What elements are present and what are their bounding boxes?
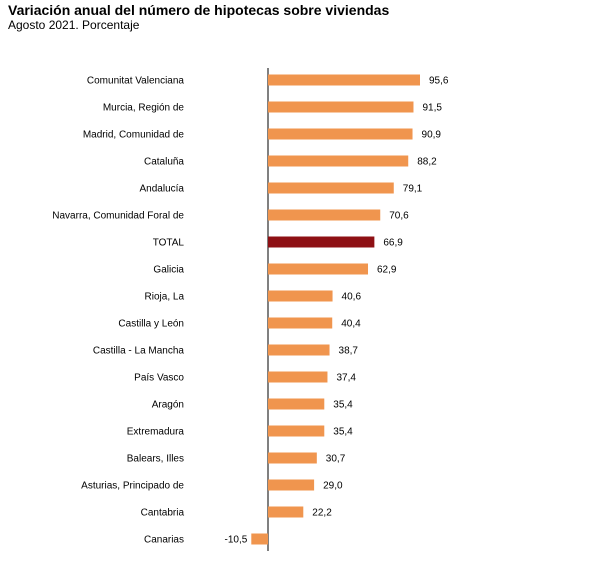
bar <box>268 128 413 140</box>
value-label: 62,9 <box>377 265 397 276</box>
category-label: Cataluña <box>144 157 184 168</box>
category-label: Andalucía <box>140 184 185 195</box>
bar <box>268 209 381 221</box>
bar <box>268 101 414 113</box>
value-label: 95,6 <box>429 76 449 87</box>
bar <box>268 452 317 464</box>
category-label: Castilla - La Mancha <box>93 346 185 357</box>
value-label: -10,5 <box>225 535 248 546</box>
value-label: 40,4 <box>341 319 361 330</box>
category-label: Madrid, Comunidad de <box>83 130 185 141</box>
category-label: Extremadura <box>127 427 185 438</box>
value-label: 88,2 <box>417 157 437 168</box>
value-label: 38,7 <box>339 346 359 357</box>
category-label: Navarra, Comunidad Foral de <box>52 211 184 222</box>
category-label: País Vasco <box>134 373 184 384</box>
value-label: 22,2 <box>312 508 332 519</box>
category-label: Murcia, Región de <box>103 103 185 114</box>
value-label: 29,0 <box>323 481 343 492</box>
chart-title: Variación anual del número de hipotecas … <box>8 2 390 18</box>
category-label: Canarias <box>144 535 184 546</box>
category-label: Castilla y León <box>118 319 184 330</box>
value-label: 90,9 <box>422 130 442 141</box>
category-label: Balears, Illes <box>127 454 184 465</box>
bar <box>268 74 420 86</box>
bar <box>268 479 315 491</box>
bar <box>251 533 268 545</box>
bar <box>268 263 369 275</box>
category-label: Aragón <box>152 400 184 411</box>
bar <box>268 317 333 329</box>
value-label: 40,6 <box>342 292 362 303</box>
bar <box>268 425 325 437</box>
value-label: 30,7 <box>326 454 346 465</box>
bar <box>268 182 394 194</box>
bar <box>268 371 328 383</box>
category-label: TOTAL <box>153 238 185 249</box>
value-label: 79,1 <box>403 184 423 195</box>
value-label: 35,4 <box>333 427 353 438</box>
value-label: 70,6 <box>389 211 409 222</box>
chart-subtitle: Agosto 2021. Porcentaje <box>8 18 140 32</box>
bar <box>268 398 325 410</box>
bar <box>268 290 333 302</box>
category-label: Asturias, Principado de <box>81 481 184 492</box>
category-label: Comunitat Valenciana <box>87 76 185 87</box>
value-label: 91,5 <box>422 103 442 114</box>
category-label: Galicia <box>153 265 184 276</box>
category-label: Rioja, La <box>145 292 185 303</box>
bar <box>268 506 304 518</box>
value-label: 66,9 <box>383 238 403 249</box>
category-label: Cantabria <box>141 508 185 519</box>
bar <box>268 344 330 356</box>
bar <box>268 155 409 167</box>
value-label: 35,4 <box>333 400 353 411</box>
bar-total <box>268 236 375 248</box>
value-label: 37,4 <box>336 373 356 384</box>
